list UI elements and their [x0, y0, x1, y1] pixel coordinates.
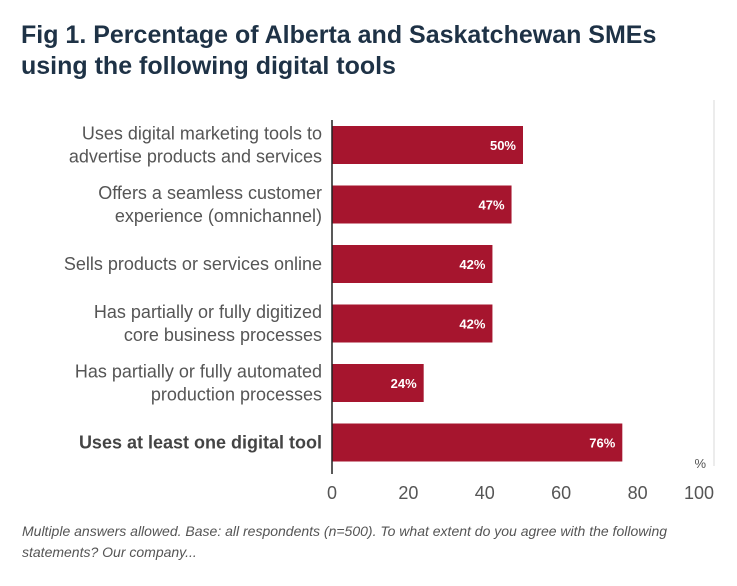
x-tick-label-5: 100 [684, 483, 714, 503]
x-tick-label-4: 80 [628, 483, 648, 503]
x-tick-label-1: 20 [398, 483, 418, 503]
x-tick-label-0: 0 [327, 483, 337, 503]
category-label-1: Offers a seamless customer experience (om… [98, 183, 322, 226]
data-label-5: 76% [589, 436, 615, 451]
bars-layer: 50% 47% 42% 42% 24% 76% [332, 126, 623, 462]
data-label-1: 47% [479, 198, 505, 213]
bar-2 [332, 245, 493, 283]
data-label-3: 42% [459, 317, 485, 332]
bar-1 [332, 185, 512, 224]
bar-3 [332, 304, 493, 343]
bar-0 [332, 126, 523, 164]
category-labels: Uses digital marketing tools to advertise… [64, 124, 322, 453]
category-label-2: Sells products or services online [64, 254, 322, 274]
data-label-2: 42% [459, 257, 485, 272]
bar-4 [332, 364, 424, 402]
x-tick-label-3: 60 [551, 483, 571, 503]
category-label-5: Uses at least one digital tool [79, 433, 322, 453]
category-label-3: Has partially or fully digitized core bus… [94, 302, 322, 345]
x-axis: 0 20 40 60 80 100% [327, 120, 714, 503]
x-tick-label-2: 40 [475, 483, 495, 503]
category-label-0: Uses digital marketing tools to advertise… [69, 124, 322, 167]
x-axis-unit-label: % [694, 456, 706, 471]
chart-footnote: Multiple answers allowed. Base: all resp… [22, 523, 668, 560]
bar-5 [332, 423, 623, 462]
data-label-4: 24% [391, 376, 417, 391]
bar-chart: 50% 47% 42% 42% 24% 76% Uses digital marketin… [64, 100, 715, 503]
data-label-0: 50% [490, 138, 516, 153]
category-label-4: Has partially or fully automated producti… [75, 362, 322, 405]
chart-title: Fig 1. Percentage of Alberta and Saskatc… [21, 21, 657, 80]
